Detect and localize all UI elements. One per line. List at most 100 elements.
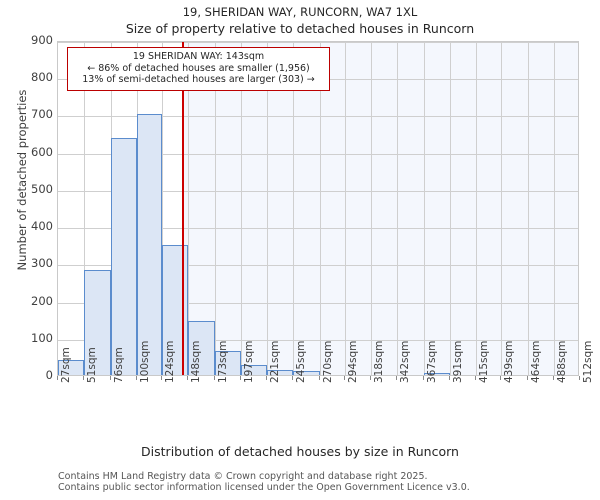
gridline-vertical (475, 42, 477, 375)
histogram-bar (266, 370, 293, 375)
y-tick-label: 800 (31, 70, 53, 85)
x-tick-label: 27sqm (60, 347, 72, 383)
x-tick-label: 197sqm (242, 340, 255, 383)
x-tick-mark (500, 376, 502, 380)
histogram-bar (188, 320, 216, 375)
annotation-line-1: 19 SHERIDAN WAY: 143sqm (132, 51, 265, 62)
x-tick-mark (135, 376, 137, 380)
x-tick-mark (291, 376, 293, 380)
gridline-horizontal (58, 339, 578, 341)
x-tick-mark (344, 376, 346, 380)
x-tick-mark (370, 376, 372, 380)
gridline-vertical (345, 42, 347, 375)
x-tick-label: 488sqm (556, 340, 569, 383)
x-tick-mark (396, 376, 398, 380)
gridline-vertical (319, 42, 321, 375)
page-title: 19, SHERIDAN WAY, RUNCORN, WA7 1XL (182, 5, 418, 19)
x-axis-label: Distribution of detached houses by size … (141, 444, 459, 459)
x-tick-mark (214, 376, 216, 380)
gridline-vertical (501, 42, 503, 375)
gridline-vertical (371, 42, 373, 375)
histogram-bar (292, 371, 320, 375)
y-tick-label: 500 (31, 181, 53, 196)
footer-line-1: Contains HM Land Registry data © Crown c… (58, 471, 428, 482)
footer: Contains HM Land Registry data © Crown c… (58, 471, 598, 493)
y-tick-label: 400 (31, 219, 53, 234)
histogram-bar (58, 360, 84, 375)
subject-marker-line (181, 42, 184, 375)
chart-title-block: 19, SHERIDAN WAY, RUNCORN, WA7 1XL Size … (0, 4, 600, 38)
gridline-horizontal (58, 116, 578, 118)
gridline-vertical (215, 42, 217, 375)
y-tick-label: 200 (31, 293, 53, 308)
y-tick-label: 0 (45, 368, 53, 382)
x-tick-label: 294sqm (347, 340, 360, 383)
gridline-vertical (292, 42, 294, 375)
x-tick-label: 342sqm (399, 340, 412, 383)
histogram-bar (110, 137, 137, 375)
y-tick-label: 300 (31, 256, 53, 271)
plot-area (57, 41, 579, 376)
x-tick-label: 245sqm (294, 340, 307, 383)
y-axis-label: Number of detached properties (15, 89, 29, 271)
x-tick-label: 391sqm (451, 340, 464, 383)
x-tick-label: 318sqm (373, 340, 386, 383)
y-tick-label: 600 (31, 144, 53, 159)
gridline-vertical (528, 42, 530, 375)
x-tick-label: 221sqm (268, 340, 281, 383)
x-tick-mark (318, 376, 320, 380)
gridline-horizontal (58, 190, 578, 192)
x-tick-label: 367sqm (425, 340, 438, 383)
annotation-box: 19 SHERIDAN WAY: 143sqm ← 86% of detache… (67, 47, 330, 91)
x-tick-label: 270sqm (321, 340, 334, 383)
histogram-bar (162, 245, 189, 375)
x-tick-label: 76sqm (112, 347, 125, 383)
annotation-line-3: 13% of semi-detached houses are larger (… (82, 74, 315, 85)
gridline-vertical (423, 42, 425, 375)
gridline-horizontal (58, 302, 578, 304)
gridline-horizontal (58, 153, 578, 155)
shaded-larger-region (182, 42, 578, 375)
x-tick-mark (239, 376, 241, 380)
x-tick-mark (265, 376, 267, 380)
histogram-bar (215, 351, 241, 375)
footer-line-2: Contains public sector information licen… (58, 482, 470, 493)
gridline-vertical (240, 42, 242, 375)
gridline-vertical (188, 42, 190, 375)
x-tick-mark (448, 376, 450, 380)
histogram-bar (83, 270, 111, 375)
gridline-horizontal (58, 228, 578, 230)
x-tick-mark (422, 376, 424, 380)
y-tick-label: 900 (31, 33, 53, 47)
annotation-line-2: ← 86% of detached houses are smaller (1,… (87, 62, 310, 74)
x-tick-label: 100sqm (138, 340, 151, 383)
x-tick-label: 148sqm (190, 340, 203, 383)
chart-subtitle: Size of property relative to detached ho… (125, 21, 475, 36)
x-tick-mark (57, 376, 58, 380)
gridline-vertical (554, 42, 556, 375)
gridline-vertical (266, 42, 268, 375)
y-tick-label: 700 (31, 107, 53, 122)
x-tick-label: 51sqm (85, 347, 98, 383)
x-tick-mark (82, 376, 84, 380)
x-tick-label: 124sqm (164, 340, 177, 383)
histogram-bar (423, 373, 450, 375)
x-tick-mark (579, 376, 580, 380)
x-tick-mark (161, 376, 163, 380)
gridline-vertical (162, 42, 164, 375)
x-tick-mark (187, 376, 189, 380)
histogram-bar (136, 114, 163, 375)
x-tick-label: 173sqm (217, 340, 230, 383)
x-tick-mark (474, 376, 476, 380)
gridline-vertical (449, 42, 451, 375)
gridline-horizontal (58, 42, 578, 43)
histogram-bar (240, 364, 267, 375)
x-tick-mark (553, 376, 555, 380)
gridline-horizontal (58, 265, 578, 267)
gridline-vertical (397, 42, 399, 375)
x-tick-label: 439sqm (503, 340, 516, 383)
x-tick-mark (109, 376, 111, 380)
x-tick-label: 415sqm (477, 340, 490, 383)
x-tick-label: 512sqm (582, 340, 594, 383)
gridline-vertical (83, 42, 85, 375)
